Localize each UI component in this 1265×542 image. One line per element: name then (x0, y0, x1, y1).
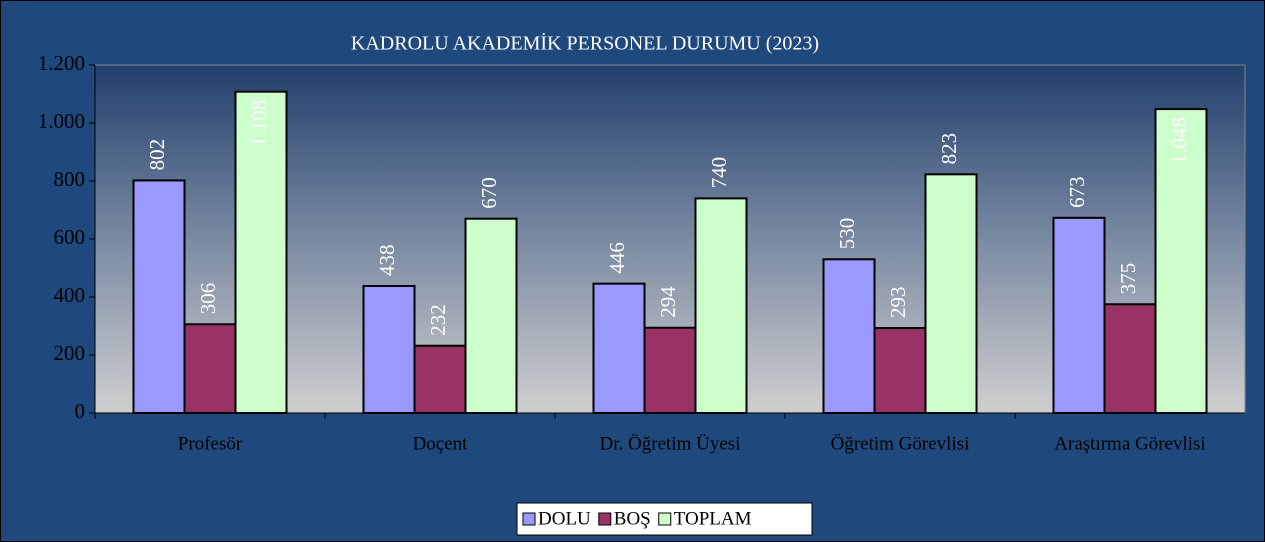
y-tick-label: 1.200 (38, 51, 85, 75)
data-label: 1.048 (1167, 117, 1191, 164)
data-label: 740 (707, 157, 731, 189)
bar (132, 179, 186, 414)
legend-label: BOŞ (614, 508, 651, 529)
legend-label: DOLU (538, 508, 591, 529)
legend-swatch (658, 512, 672, 526)
x-tick-label: Dr. Öğretim Üyesi (600, 433, 741, 454)
data-label: 670 (477, 177, 501, 209)
data-label: 294 (656, 286, 680, 318)
bar (873, 327, 927, 414)
bar (234, 90, 288, 415)
data-label: 375 (1116, 263, 1140, 295)
bar (924, 173, 978, 414)
bar (1103, 303, 1157, 414)
data-label: 232 (426, 304, 450, 336)
bar (362, 284, 416, 415)
data-label: 823 (937, 133, 961, 165)
data-label: 530 (835, 218, 859, 250)
y-tick-label: 400 (54, 283, 86, 307)
y-tick-label: 0 (75, 399, 86, 423)
bar (643, 326, 697, 414)
y-tick-label: 200 (54, 341, 86, 365)
legend-label: TOPLAM (674, 508, 752, 529)
x-tick-label: Doçent (413, 433, 469, 454)
data-label: 293 (886, 287, 910, 319)
bar (183, 323, 237, 415)
data-label: 673 (1065, 176, 1089, 208)
bar (1154, 108, 1208, 415)
x-tick-label: Araştırma Görevlisi (1054, 433, 1205, 454)
chart-title: KADROLU AKADEMİK PERSONEL DURUMU (2023) (351, 32, 819, 55)
bar (464, 217, 518, 414)
data-label: 306 (196, 283, 220, 315)
data-label: 438 (375, 244, 399, 276)
x-tick-label: Öğretim Görevlisi (831, 433, 970, 454)
bar (822, 258, 876, 414)
y-tick-label: 600 (54, 225, 86, 249)
bar (592, 282, 646, 414)
y-tick-label: 800 (54, 167, 86, 191)
legend-swatch (598, 512, 612, 526)
data-label: 446 (605, 242, 629, 274)
data-label: 1.108 (247, 100, 271, 147)
y-tick-label: 1.000 (38, 109, 85, 133)
bar (1052, 216, 1106, 414)
legend-swatch (522, 512, 536, 526)
data-label: 802 (145, 139, 169, 171)
bar (413, 344, 467, 414)
bar (694, 197, 748, 414)
x-tick-label: Profesör (178, 433, 243, 454)
